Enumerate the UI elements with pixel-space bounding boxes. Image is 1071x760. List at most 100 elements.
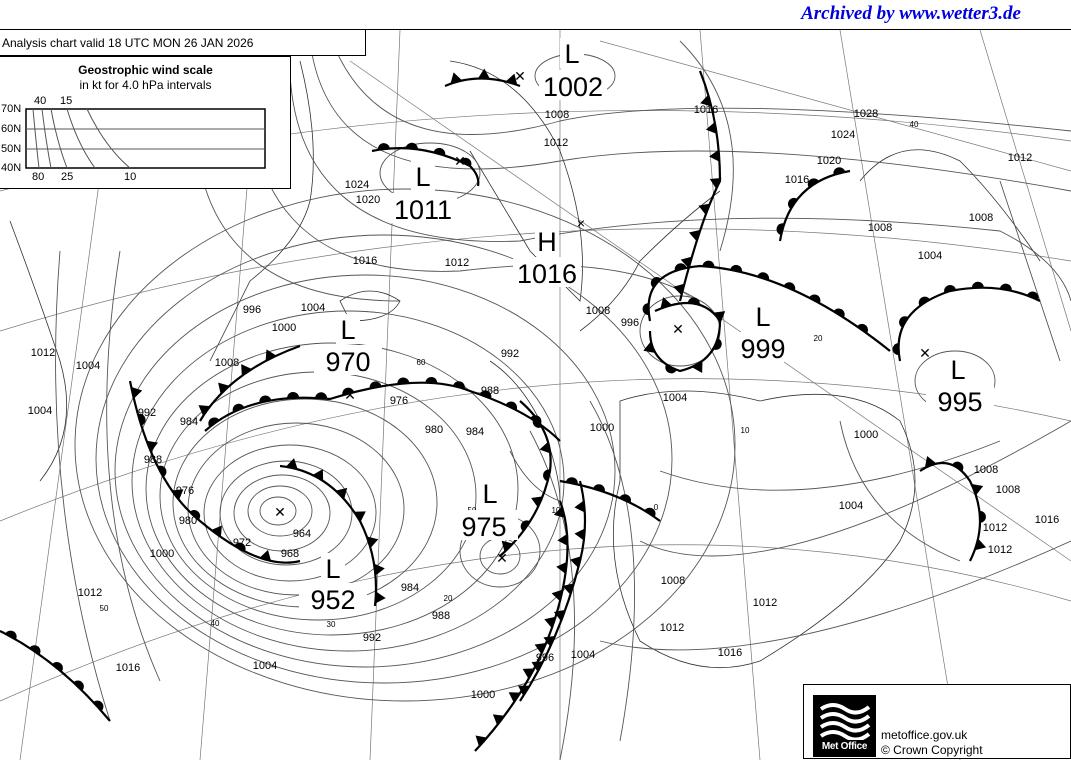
isobar-label: 1024	[831, 129, 855, 141]
isobar-label: 1016	[116, 662, 140, 674]
isobar-label: 968	[281, 548, 299, 560]
isobar	[95, 234, 673, 684]
isobar-label: 1008	[215, 357, 239, 369]
cold-front-triangle	[366, 536, 379, 548]
cold-front-triangle	[522, 668, 535, 679]
isobar-label: 1012	[1008, 152, 1032, 164]
warm-front-semicircle	[543, 469, 551, 482]
isobar-label: 1020	[356, 194, 380, 206]
cold-front-triangle	[475, 735, 488, 747]
grid-line	[0, 378, 1071, 522]
cold-front-triangle	[692, 361, 703, 373]
centre-type: L	[564, 39, 579, 69]
met-office-logo[interactable]: Met Office	[813, 695, 876, 757]
high-centre-marker: ×	[577, 215, 585, 231]
archive-label[interactable]: Archived by www.wetter3.de	[801, 3, 1021, 24]
warm-front-semicircle	[93, 700, 104, 712]
cold-front-triangle	[705, 122, 717, 134]
wind-scale-subtitle: in kt for 4.0 hPa intervals	[79, 78, 212, 92]
isobar	[219, 460, 353, 566]
coastline	[209, 60, 314, 362]
cold-front-triangle	[335, 487, 348, 500]
warm-front	[559, 479, 661, 522]
centre-type: L	[415, 162, 430, 192]
cold-front	[279, 464, 378, 607]
chart-title: Analysis chart valid 18 UTC MON 26 JAN 2…	[0, 29, 366, 56]
isobar	[999, 180, 1061, 362]
low-centre-marker: ✕	[672, 321, 684, 337]
grid-line	[0, 544, 1071, 702]
coastline	[489, 360, 561, 502]
warm-front-semicircle	[479, 390, 492, 399]
warm-front-semicircle	[520, 520, 531, 532]
isobar-label: 1020	[817, 155, 841, 167]
isobar-label: 40	[211, 619, 220, 628]
footer-logo-box: Met Office metoffice.gov.uk © Crown Copy…	[803, 684, 1071, 759]
occ-front	[919, 461, 982, 562]
scale-label: 80	[32, 171, 45, 183]
isobar-label: 1016	[785, 174, 809, 186]
warm-front-semicircle	[29, 645, 41, 655]
warm-front-semicircle	[405, 142, 418, 150]
warm-front-semicircle	[899, 316, 909, 328]
cold-front-triangle	[574, 500, 585, 513]
isobar-label: 1016	[1035, 514, 1059, 526]
warm-front-semicircle	[505, 401, 517, 411]
warm-front-semicircle	[642, 303, 649, 316]
scale-label: 25	[61, 171, 74, 183]
warm-front-semicircle	[807, 178, 819, 188]
lat-label: 40N	[1, 162, 22, 174]
isobar-label: 1012	[983, 522, 1007, 534]
cold-front-triangle	[146, 440, 158, 452]
isobar-label: 1004	[839, 500, 863, 512]
cold-front-triangle	[551, 589, 563, 602]
cold-front-triangle	[709, 178, 722, 189]
isobar-label: 1012	[544, 137, 568, 149]
warm-front-semicircle	[971, 281, 984, 288]
isobar-label: 1004	[253, 660, 277, 672]
isobar-label: 1016	[694, 104, 718, 116]
isobar-label: 1004	[663, 392, 687, 404]
cold-front-triangle	[570, 556, 582, 568]
warm-front-semicircle	[979, 510, 986, 523]
cold-front-triangle	[450, 72, 463, 84]
isobar-label: 1012	[753, 597, 777, 609]
warm-front	[897, 286, 1041, 362]
isobar-label: 1000	[590, 422, 614, 434]
isobar-label: 1016	[353, 255, 377, 267]
cold-front-triangle	[698, 203, 710, 215]
centre-pressure: 995	[937, 387, 982, 417]
isobar-label: 976	[390, 395, 408, 407]
isobar-label: 1012	[31, 347, 55, 359]
warm-front-semicircle	[315, 392, 328, 399]
cold-front	[199, 344, 301, 422]
warm-front-semicircle	[1027, 291, 1039, 300]
isobar	[247, 485, 313, 537]
isobar	[106, 250, 161, 682]
warm-front	[204, 381, 561, 442]
wind-scale-title: Geostrophic wind scale	[78, 63, 213, 77]
fronts	[0, 70, 1041, 752]
isobar-label: 1024	[345, 179, 369, 191]
isobar	[659, 440, 1001, 491]
cold-front-triangle	[531, 661, 544, 672]
cold-front-triangle	[312, 469, 324, 481]
warm-front-semicircle	[565, 477, 578, 485]
isobar-label: 1000	[150, 548, 174, 560]
isobar	[145, 342, 519, 636]
warm-front-semicircle	[453, 381, 465, 389]
isobar-label: 1008	[996, 484, 1020, 496]
centre-type: H	[537, 227, 557, 257]
isobar-label: 1004	[76, 360, 100, 372]
warm-front-semicircle	[999, 283, 1012, 291]
centre-pressure: 1016	[517, 259, 577, 289]
site-link[interactable]: metoffice.gov.uk	[881, 728, 968, 742]
isobar	[599, 540, 1071, 651]
wind-scale-graph	[25, 108, 266, 169]
pressure-centres: L1002✕L1011✕H1016×L970✕L999✕L995✕L975✕L9…	[274, 38, 994, 615]
warm-front-semicircle	[713, 338, 722, 350]
